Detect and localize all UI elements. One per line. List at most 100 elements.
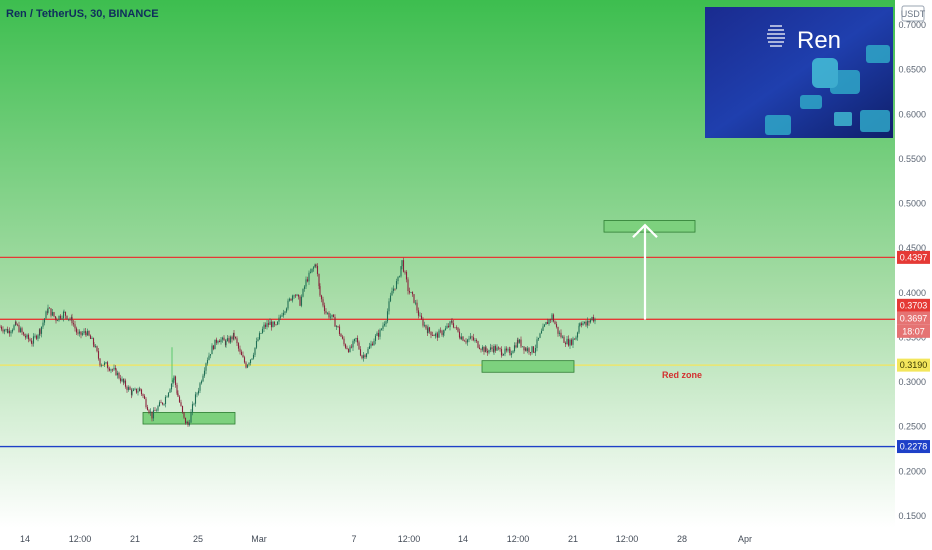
candle <box>335 325 338 331</box>
candle <box>47 304 49 314</box>
candle <box>129 385 131 391</box>
candle <box>272 321 274 328</box>
zone-mid[interactable] <box>481 360 575 373</box>
candle <box>588 320 590 326</box>
candle <box>212 344 215 351</box>
candle <box>291 294 294 303</box>
candle <box>423 321 426 328</box>
candle <box>592 314 595 323</box>
svg-text:0.3703: 0.3703 <box>900 300 928 310</box>
candle <box>576 331 579 341</box>
candle <box>100 363 103 368</box>
candle <box>31 340 33 347</box>
candle <box>187 420 189 427</box>
candle <box>532 346 535 353</box>
candle <box>0 324 1 328</box>
candle <box>161 402 164 406</box>
candle <box>186 420 188 424</box>
y-tick-label: 0.6000 <box>898 109 926 119</box>
candle <box>300 294 303 308</box>
candle <box>525 346 527 352</box>
candle <box>113 364 115 371</box>
candle <box>254 347 256 358</box>
zone-low[interactable] <box>142 412 236 425</box>
candle <box>586 317 589 329</box>
candle <box>462 336 464 342</box>
candle <box>431 331 434 336</box>
candle <box>494 344 497 353</box>
candle <box>457 327 459 333</box>
candle <box>382 322 384 331</box>
candle <box>455 325 458 330</box>
candle <box>93 341 95 348</box>
candle <box>349 345 351 353</box>
candle <box>326 312 329 315</box>
candle <box>425 324 427 330</box>
time-axis-background <box>0 528 932 550</box>
currency-badge[interactable]: USDT <box>901 5 926 22</box>
candle <box>234 336 237 340</box>
candle <box>252 352 255 360</box>
candle <box>338 324 341 336</box>
candle <box>383 321 386 327</box>
candle <box>48 307 51 309</box>
candle <box>23 333 25 337</box>
candle <box>533 351 535 354</box>
candle <box>155 408 158 412</box>
candle <box>358 340 360 351</box>
candle <box>278 314 280 325</box>
candle <box>266 319 268 330</box>
candle <box>132 387 135 392</box>
candle <box>359 346 362 357</box>
candle <box>263 322 265 333</box>
candle <box>472 333 475 342</box>
candle <box>145 397 147 409</box>
candle <box>397 276 399 285</box>
candle <box>395 278 398 290</box>
candle <box>72 319 75 327</box>
currency-badge-label: USDT <box>901 9 926 19</box>
candle <box>458 328 461 339</box>
candle <box>67 318 70 322</box>
candle <box>221 336 224 343</box>
candle <box>53 311 55 318</box>
candle <box>465 338 467 345</box>
candle <box>481 345 484 352</box>
candle <box>414 300 417 306</box>
candle <box>56 319 59 322</box>
y-tick-label: 0.5500 <box>898 154 926 164</box>
candle <box>293 294 295 299</box>
candle <box>205 362 207 375</box>
candle <box>483 346 485 355</box>
candle <box>564 341 567 347</box>
y-tick-label: 0.4000 <box>898 288 926 298</box>
candle <box>521 346 524 348</box>
x-tick-label: 14 <box>20 534 30 544</box>
candle <box>497 346 500 351</box>
target-arrow[interactable] <box>632 223 658 320</box>
candle <box>322 296 324 308</box>
candle <box>570 338 573 346</box>
candle <box>499 347 501 352</box>
candle <box>329 313 332 321</box>
candle <box>61 315 63 321</box>
candle <box>30 338 33 344</box>
x-tick-label: 28 <box>677 534 687 544</box>
candle <box>433 334 435 336</box>
candle <box>410 291 412 293</box>
y-tick-label: 0.7000 <box>898 20 926 30</box>
candle <box>50 308 52 318</box>
candle <box>51 309 54 317</box>
candle <box>427 324 429 334</box>
candle <box>64 311 67 319</box>
candle <box>228 335 230 344</box>
candle <box>386 308 389 324</box>
zone-target[interactable] <box>603 220 696 233</box>
candle <box>542 323 544 331</box>
x-tick-label: 21 <box>568 534 578 544</box>
candle <box>489 343 492 353</box>
candle <box>320 294 323 303</box>
candle <box>45 310 47 319</box>
candle <box>63 309 65 313</box>
